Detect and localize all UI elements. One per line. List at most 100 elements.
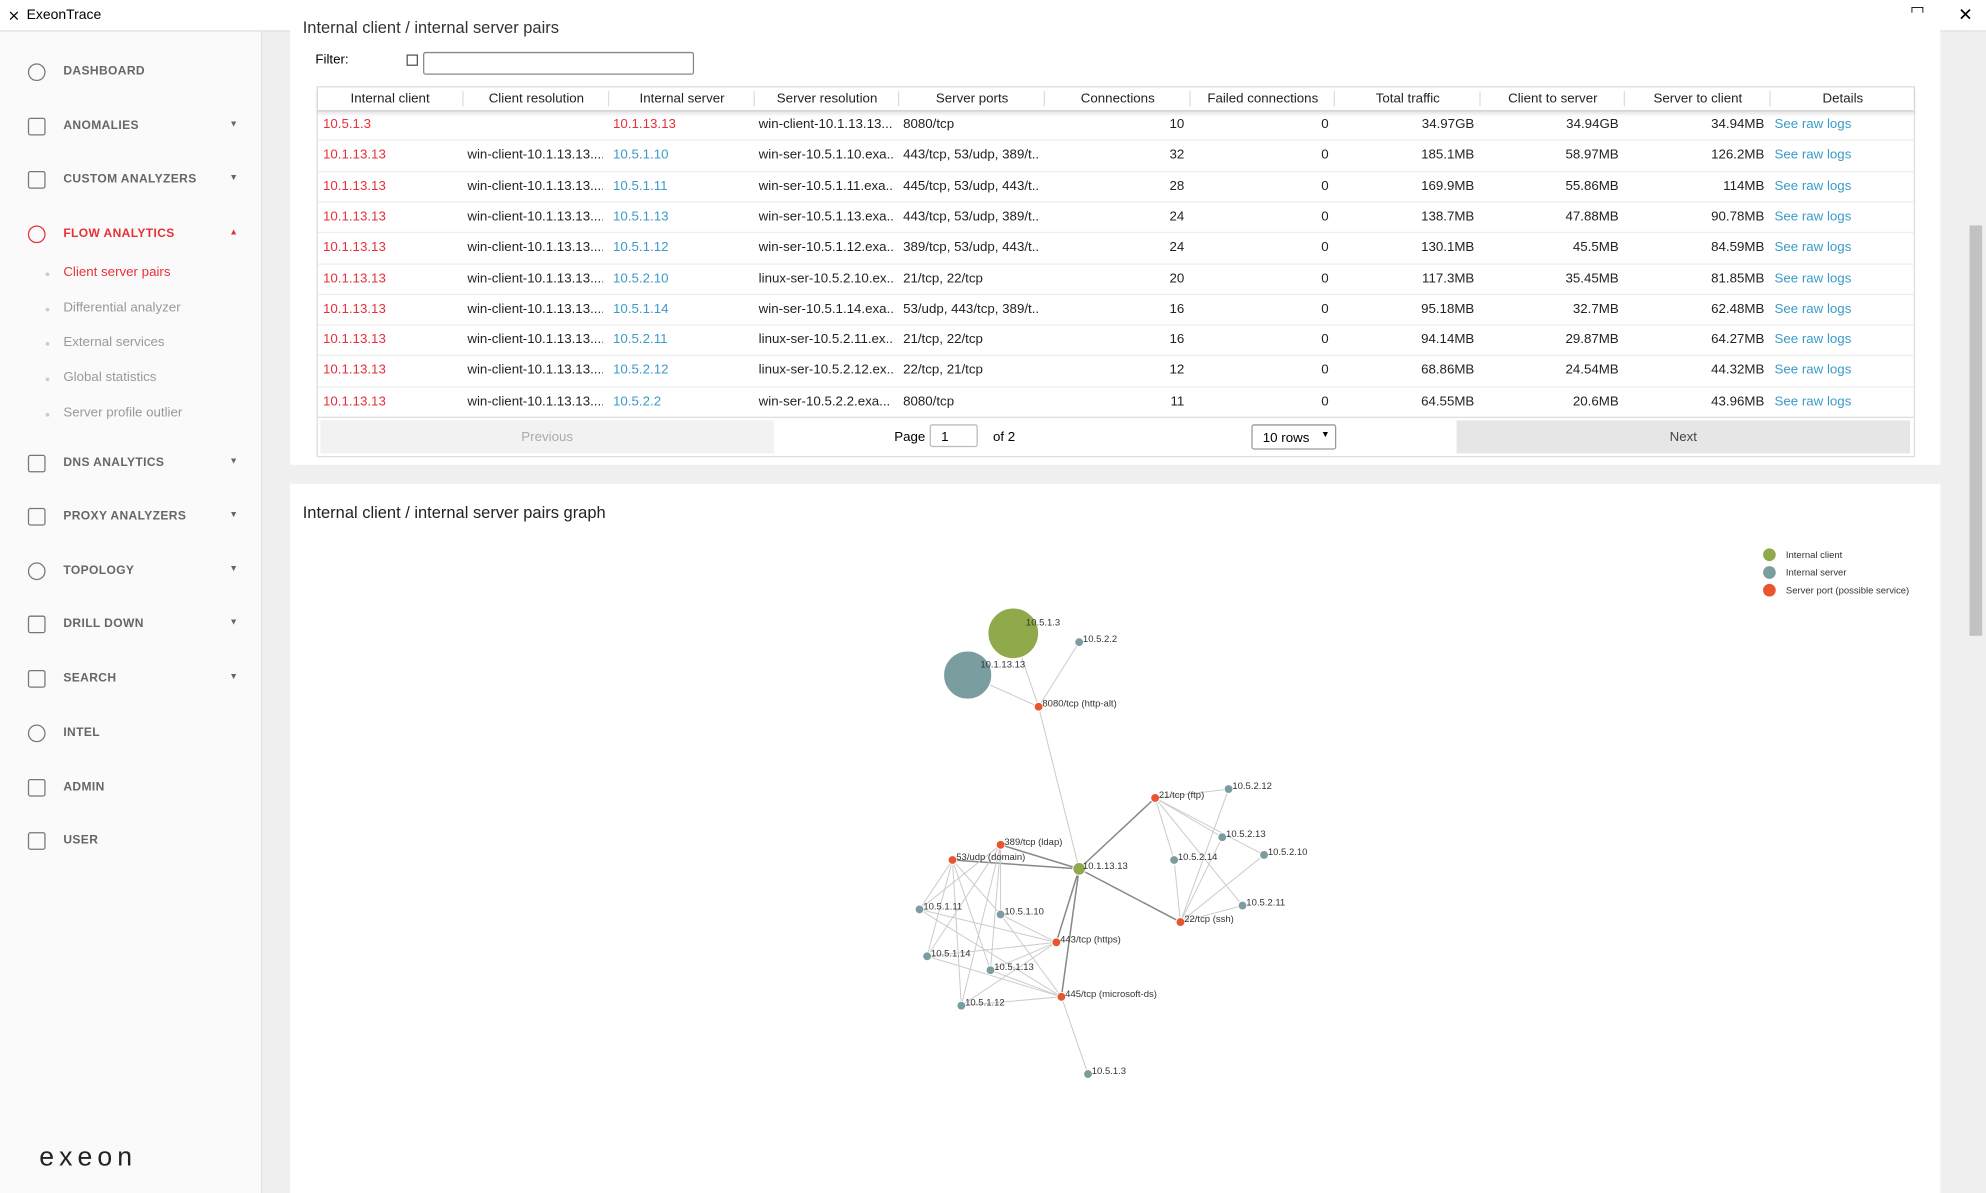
table-cell[interactable]: 10.1.13.13 bbox=[322, 147, 386, 163]
nav-item[interactable]: PROXY ANALYZERS bbox=[63, 509, 187, 524]
column-header[interactable]: Client resolution bbox=[462, 91, 609, 107]
graph-node bbox=[1223, 784, 1234, 795]
column-header[interactable]: Server resolution bbox=[753, 91, 900, 107]
sub-item[interactable]: Server profile outlier bbox=[63, 405, 183, 421]
table-cell: win-client-10.1.13.13.... bbox=[467, 147, 603, 163]
table-cell: 8080/tcp bbox=[903, 393, 955, 409]
graph-edge bbox=[926, 844, 1002, 957]
rows-select[interactable]: 10 rows bbox=[1251, 424, 1337, 450]
nav-item[interactable]: DASHBOARD bbox=[63, 64, 145, 79]
table-cell[interactable]: See raw logs bbox=[1774, 393, 1852, 409]
table-cell[interactable]: 10.1.13.13 bbox=[322, 331, 386, 348]
table-cell: 16 bbox=[1169, 331, 1185, 348]
graph-edge bbox=[1154, 797, 1223, 838]
table-cell[interactable]: See raw logs bbox=[1774, 116, 1852, 132]
table-cell[interactable]: 10.1.13.13 bbox=[322, 301, 386, 317]
header-row bbox=[317, 87, 1914, 112]
graph-edge bbox=[1000, 914, 1062, 998]
graph-edge bbox=[919, 859, 953, 910]
column-header[interactable]: Server to client bbox=[1623, 91, 1771, 107]
table-cell[interactable]: See raw logs bbox=[1774, 178, 1852, 194]
table-cell[interactable]: 10.5.1.11 bbox=[613, 178, 668, 194]
node-label: 53/udp (domain) bbox=[956, 852, 1025, 863]
graph-edge bbox=[1179, 836, 1223, 923]
table-cell[interactable]: See raw logs bbox=[1774, 147, 1852, 163]
card-title: Internal client / internal server pairs … bbox=[302, 502, 606, 522]
table-cell[interactable]: See raw logs bbox=[1774, 208, 1852, 225]
nav-item[interactable]: SEARCH bbox=[63, 671, 117, 686]
table-cell[interactable]: 10.5.1.14 bbox=[613, 301, 669, 317]
scrollbar[interactable] bbox=[1965, 31, 1986, 1193]
table-cell[interactable]: 10.1.13.13 bbox=[322, 208, 386, 225]
sub-item[interactable]: Client server pairs bbox=[63, 264, 171, 280]
table-cell: 34.94MB bbox=[1711, 116, 1765, 132]
table-cell[interactable]: See raw logs bbox=[1774, 270, 1852, 286]
graph-edge bbox=[919, 908, 1057, 943]
nav-item[interactable]: CUSTOM ANALYZERS bbox=[63, 172, 197, 187]
nav-item[interactable]: TOPOLOGY bbox=[63, 563, 135, 578]
table-cell[interactable]: 10.1.13.13 bbox=[322, 362, 386, 378]
scroll-thumb[interactable] bbox=[1969, 225, 1983, 636]
nav-item[interactable]: INTEL bbox=[63, 725, 101, 740]
page-input[interactable]: 1 bbox=[929, 424, 978, 448]
table-cell[interactable]: 10.5.2.10 bbox=[613, 270, 669, 286]
table-cell[interactable]: See raw logs bbox=[1774, 301, 1852, 317]
column-header[interactable]: Total traffic bbox=[1333, 91, 1481, 107]
table-cell[interactable]: 10.1.13.13 bbox=[613, 116, 676, 132]
column-header[interactable]: Server ports bbox=[898, 91, 1045, 107]
graph-edge bbox=[1154, 797, 1265, 856]
graph-node bbox=[1169, 855, 1180, 865]
nav-item[interactable]: FLOW ANALYTICS bbox=[63, 226, 175, 241]
nav-item[interactable]: DRILL DOWN bbox=[63, 616, 144, 631]
close[interactable]: ✕ bbox=[1958, 3, 1973, 25]
table-cell[interactable]: 10.1.13.13 bbox=[322, 270, 386, 286]
table-cell[interactable]: See raw logs bbox=[1774, 239, 1852, 255]
table-cell[interactable]: 10.5.2.12 bbox=[613, 362, 669, 378]
filter-checkbox[interactable] bbox=[406, 54, 418, 66]
table-cell[interactable]: 10.5.1.12 bbox=[613, 239, 669, 255]
row-divider bbox=[317, 232, 1914, 234]
table-cell[interactable]: 10.1.13.13 bbox=[322, 178, 386, 194]
minimize[interactable]: – bbox=[1864, 3, 1874, 23]
table-cell[interactable]: 10.1.13.13 bbox=[322, 239, 386, 255]
table-cell[interactable]: 10.5.2.11 bbox=[613, 331, 668, 348]
sub-item[interactable]: Differential analyzer bbox=[63, 299, 181, 315]
table-cell: win-client-10.1.13.13.... bbox=[467, 239, 603, 255]
column-header[interactable]: Connections bbox=[1043, 91, 1191, 107]
table-cell: 11 bbox=[1170, 393, 1185, 409]
table-cell: 90.78MB bbox=[1711, 208, 1765, 225]
nav-icon bbox=[27, 832, 46, 850]
nav-item[interactable]: ANOMALIES bbox=[63, 119, 139, 133]
column-header[interactable]: Internal server bbox=[607, 91, 755, 107]
column-header[interactable]: Client to server bbox=[1479, 91, 1625, 107]
table-cell[interactable]: 10.5.1.13 bbox=[613, 208, 669, 225]
table-cell[interactable]: See raw logs bbox=[1774, 331, 1852, 348]
graph-node bbox=[1051, 937, 1062, 948]
chevron: ▲ bbox=[229, 227, 239, 237]
table-cell[interactable]: 10.5.1.3 bbox=[322, 116, 372, 132]
table-cell[interactable]: 10.5.1.10 bbox=[613, 147, 669, 163]
next-button[interactable]: Next bbox=[1456, 420, 1911, 454]
nav-item[interactable]: USER bbox=[63, 833, 99, 848]
column-header[interactable]: Details bbox=[1769, 91, 1915, 107]
table-cell: 29.87MB bbox=[1565, 331, 1619, 348]
graph-node bbox=[1083, 1069, 1093, 1079]
chevron: ▼ bbox=[229, 672, 239, 682]
table-cell[interactable]: 10.5.2.2 bbox=[613, 393, 662, 409]
chevron: ▼ bbox=[229, 510, 239, 520]
nav-item[interactable]: ADMIN bbox=[63, 780, 105, 795]
filter-input[interactable] bbox=[423, 51, 695, 75]
table-cell: win-ser-10.5.1.14.exa... bbox=[758, 301, 893, 317]
previous-button[interactable]: Previous bbox=[320, 420, 774, 454]
column-header[interactable]: Failed connections bbox=[1189, 91, 1335, 107]
nav-item[interactable]: DNS ANALYTICS bbox=[63, 455, 165, 470]
table-cell: 81.85MB bbox=[1711, 270, 1765, 286]
table-cell[interactable]: See raw logs bbox=[1774, 362, 1852, 378]
nav-icon bbox=[27, 170, 46, 189]
sub-item[interactable]: External services bbox=[63, 334, 165, 351]
table-cell: 0 bbox=[1321, 393, 1329, 409]
nav-icon bbox=[27, 562, 46, 581]
column-header[interactable]: Internal client bbox=[350, 91, 430, 107]
sub-item[interactable]: Global statistics bbox=[63, 369, 157, 386]
table-cell[interactable]: 10.1.13.13 bbox=[322, 393, 386, 409]
